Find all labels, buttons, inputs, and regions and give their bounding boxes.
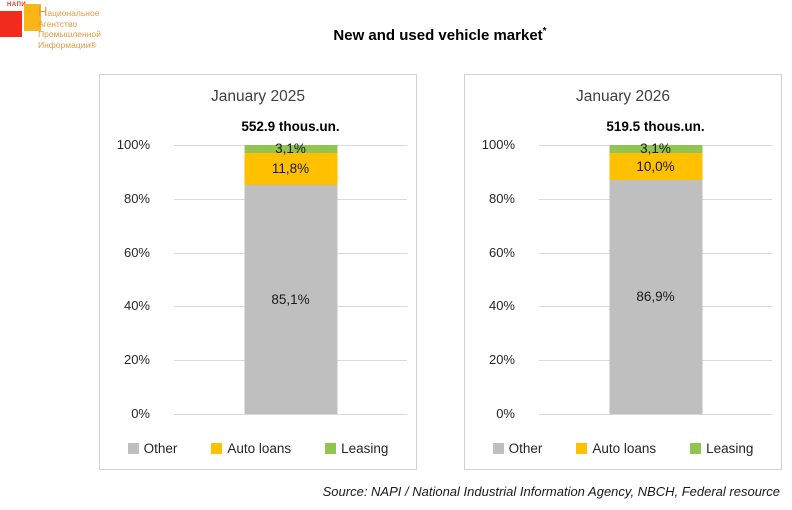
legend-item-auto-loans: Auto loans <box>211 441 291 456</box>
segment-label: 3,1% <box>640 141 671 157</box>
gridline <box>539 414 772 415</box>
legend-swatch-leasing <box>690 443 702 454</box>
legend-label: Other <box>508 441 543 456</box>
page-title: New and used vehicle market* <box>95 26 785 44</box>
chart-title: January 2026 <box>576 88 670 105</box>
stacked-bar: 3,1% 10,0% 86,9% <box>609 141 702 414</box>
y-tick: 60% <box>123 244 150 260</box>
source-note: Source: NAPI / National Industrial Infor… <box>322 484 780 499</box>
y-axis-labels: 100% 80% 60% 40% 20% 0% <box>465 137 515 421</box>
bar-segment-other: 85,1% <box>244 185 337 414</box>
page-title-text: New and used vehicle market <box>333 27 543 44</box>
total-volume-label: 552.9 thous.un. <box>241 119 340 134</box>
legend-swatch-auto-loans <box>211 443 223 454</box>
legend-label: Leasing <box>706 441 754 456</box>
bar-segment-leasing: 3,1% <box>244 141 337 157</box>
y-tick: 100% <box>481 137 515 152</box>
logo-text-line: Национальное <box>38 4 100 19</box>
title-footnote-asterisk: * <box>542 26 547 37</box>
y-axis-labels: 100% 80% 60% 40% 20% 0% <box>100 137 150 421</box>
y-tick: 100% <box>116 137 150 152</box>
napi-logo: НАПИ Национальное Агентство Промышленной… <box>0 2 160 54</box>
legend-item-other: Other <box>492 441 543 456</box>
stacked-bar: 3,1% 11,8% 85,1% <box>244 141 337 414</box>
logo-text-line: Информации® <box>38 39 97 50</box>
y-tick: 40% <box>488 298 515 314</box>
plot-area: 3,1% 10,0% 86,9% <box>539 141 772 415</box>
legend-item-auto-loans: Auto loans <box>576 441 656 456</box>
y-tick: 60% <box>488 244 515 260</box>
legend-item-other: Other <box>127 441 178 456</box>
logo-text-line: Промышленной <box>38 29 101 39</box>
segment-label: 10,0% <box>636 158 675 174</box>
y-tick: 40% <box>123 298 150 314</box>
bar-segment-leasing: 3,1% <box>609 141 702 157</box>
segment-label: 3,1% <box>275 141 306 157</box>
plot-area: 3,1% 11,8% 85,1% <box>174 141 407 415</box>
bar-segment-auto-loans: 11,8% <box>244 153 337 186</box>
legend-label: Auto loans <box>592 441 657 456</box>
logo-text-line: Агентство <box>38 18 78 29</box>
bar-segment-auto-loans: 10,0% <box>609 153 702 181</box>
legend-swatch-other <box>127 443 139 454</box>
logo-orange-square <box>24 4 41 31</box>
chart-panel-january-2025: January 2025 552.9 thous.un. 100% 80% 60… <box>99 74 417 470</box>
legend-label: Auto loans <box>227 441 292 456</box>
legend-swatch-other <box>492 443 504 454</box>
y-tick: 0% <box>496 406 515 421</box>
legend-item-leasing: Leasing <box>325 441 388 456</box>
legend-item-leasing: Leasing <box>690 441 753 456</box>
legend: Other Auto loans Leasing <box>465 441 781 456</box>
legend-label: Leasing <box>341 441 389 456</box>
y-tick: 20% <box>488 352 515 368</box>
segment-label: 86,9% <box>636 289 675 305</box>
segment-label: 85,1% <box>271 291 310 307</box>
y-tick: 80% <box>123 190 150 206</box>
total-volume-label: 519.5 thous.un. <box>606 119 705 134</box>
gridline <box>174 414 407 415</box>
chart-title: January 2025 <box>211 88 305 105</box>
chart-panel-january-2026: January 2026 519.5 thous.un. 100% 80% 60… <box>464 74 782 470</box>
logo-wordmark: НАПИ <box>7 2 27 8</box>
legend: Other Auto loans Leasing <box>100 441 416 456</box>
y-tick: 80% <box>488 190 515 206</box>
segment-label: 11,8% <box>271 161 310 177</box>
legend-label: Other <box>143 441 178 456</box>
y-tick: 0% <box>131 406 150 421</box>
logo-text: Национальное Агентство Промышленной Инфо… <box>38 4 101 50</box>
logo-red-square <box>0 11 22 37</box>
bar-segment-other: 86,9% <box>609 180 702 414</box>
legend-swatch-auto-loans <box>576 443 588 454</box>
y-tick: 20% <box>123 352 150 368</box>
legend-swatch-leasing <box>325 443 337 454</box>
